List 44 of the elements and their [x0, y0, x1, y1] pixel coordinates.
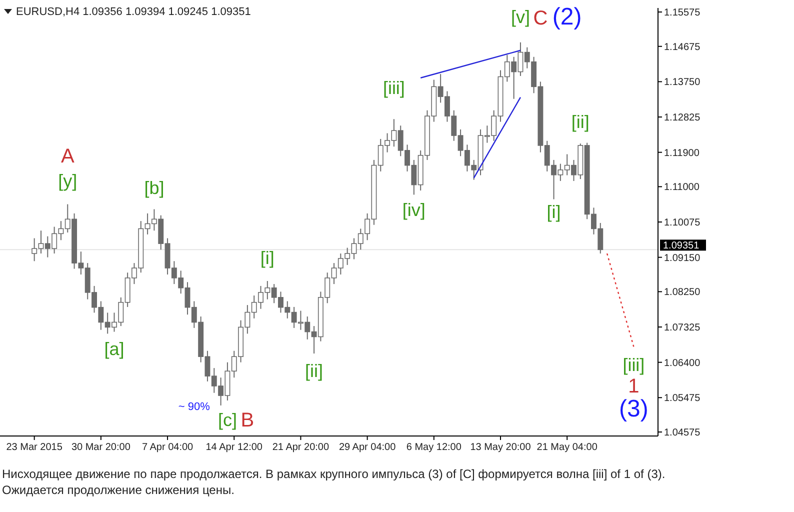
- annotation: (3): [619, 395, 648, 422]
- annotation: [c]: [218, 410, 237, 430]
- annotation: [a]: [104, 338, 124, 359]
- y-tick-label: 1.09150: [664, 252, 701, 264]
- annotation: [i]: [546, 202, 561, 222]
- text: Нисходящее движение по паре продолжается. В рамках крупного импульса (3) of [C] формируется волна [iii] of 1 of (3). Ожидается продолжение снижения цены.: [2, 467, 666, 497]
- x-tick-label: 7 Apr 04:00: [142, 442, 194, 453]
- ref-line-label: 1.09351: [663, 240, 700, 252]
- annotation: [i]: [260, 248, 274, 268]
- chart-title: EURUSD,H4 1.09356 1.09394 1.09245 1.09351: [16, 6, 251, 18]
- x-tick-label: 23 Mar 2015: [6, 442, 63, 453]
- x-tick-label: 13 May 20:00: [470, 442, 532, 453]
- x-tick-label: 29 Apr 04:00: [338, 442, 396, 453]
- y-tick-label: 1.11900: [664, 148, 700, 159]
- y-tick-label: 1.10075: [664, 218, 701, 228]
- annotation: [ii]: [571, 112, 590, 132]
- y-tick-label: 1.08250: [664, 287, 701, 298]
- annotation: ~ 90%: [178, 400, 210, 413]
- y-tick-label: 1.05475: [664, 393, 701, 404]
- y-tick-label: 1.06400: [664, 358, 701, 369]
- annotation: [iii]: [622, 354, 645, 375]
- annotation: [iv]: [402, 200, 426, 220]
- x-tick-label: 14 Apr 12:00: [206, 442, 263, 453]
- y-tick-label: 1.12825: [664, 112, 701, 124]
- annotation: [ii]: [305, 360, 324, 381]
- annotation: [y]: [58, 170, 78, 191]
- y-tick-label: 1.07325: [664, 322, 701, 334]
- annotation: [v]: [510, 6, 530, 27]
- y-tick-label: 1.14675: [664, 42, 701, 53]
- annotation: 1: [628, 375, 640, 398]
- y-tick-label: 1.15575: [664, 8, 701, 19]
- annotation: [iii]: [382, 78, 405, 98]
- x-tick-label: 30 Mar 20:00: [71, 442, 131, 453]
- y-tick-label: 1.13750: [664, 77, 701, 88]
- x-tick-label: 21 Apr 20:00: [272, 442, 330, 453]
- y-tick-label: 1.04575: [664, 427, 701, 438]
- x-tick-label: 21 May 04:00: [536, 442, 598, 453]
- annotation: B: [240, 409, 254, 432]
- annotation: C: [533, 7, 548, 30]
- y-tick-label: 1.11000: [664, 182, 700, 194]
- annotation: (2): [552, 3, 582, 30]
- annotation: [b]: [144, 178, 164, 198]
- annotation: A: [60, 145, 75, 168]
- x-tick-label: 6 May 12:00: [406, 442, 462, 453]
